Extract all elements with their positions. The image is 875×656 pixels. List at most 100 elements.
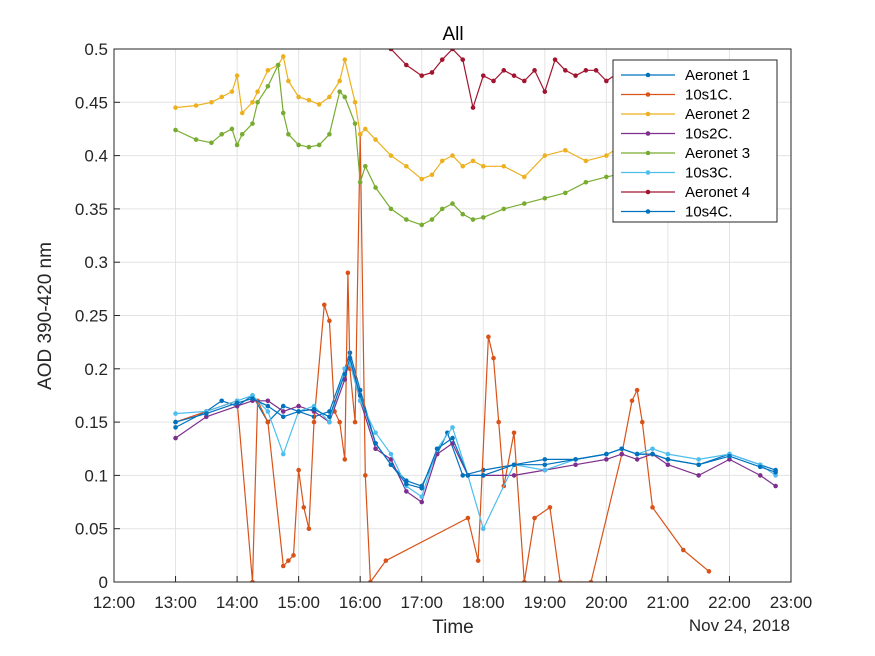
data-point [639,419,645,425]
series-line [175,357,776,489]
data-point [419,485,425,491]
data-point [480,473,486,478]
data-point [439,206,445,212]
data-point [209,140,214,146]
data-point [265,419,271,425]
data-point [373,441,378,446]
data-point [373,137,378,142]
data-point [311,403,317,409]
data-point [439,158,445,164]
legend-label: 10s4C. [685,204,733,221]
y-tick-label: 0.15 [75,413,108,432]
legend-swatch-marker [645,72,651,78]
data-point [337,78,342,84]
data-point [429,217,435,222]
data-point [542,195,548,201]
legend-item: 10s1C. [621,87,733,104]
data-point [265,403,271,409]
data-point [501,206,507,212]
legend-label: 10s2C. [685,126,733,143]
x-axis: 12:00 13:00 14:00 15:00 16:00 17:00 18:00 19:00… [93,576,812,612]
data-point [563,190,568,196]
legend-label: Aeronet 2 [685,106,750,123]
legend-item: 10s2C. [621,126,733,143]
data-point [757,473,763,478]
y-tick-label: 0.2 [84,360,108,379]
data-point [250,121,255,126]
data-point [265,398,271,404]
data-point [486,334,491,340]
data-point [204,411,209,416]
data-point [532,515,537,521]
data-point [604,153,609,158]
legend-label: 10s1C. [685,87,733,104]
data-point [280,563,286,569]
data-point [522,579,527,582]
data-point [357,393,363,398]
data-point [419,499,425,505]
data-point [280,403,286,409]
data-point [342,371,348,377]
data-point [511,473,517,478]
data-point [373,185,378,190]
series-line [175,362,776,530]
data-point [373,430,378,436]
y-tick-label: 0.45 [75,93,108,112]
data-point [306,526,312,531]
data-point [542,457,548,462]
data-point [250,579,255,582]
data-point [465,515,471,521]
data-point [229,126,235,132]
data-point [619,446,625,452]
data-point [239,131,245,137]
data-point [173,105,178,110]
y-tick-label: 0 [99,573,108,592]
legend-item: Aeronet 4 [621,184,750,201]
y-tick-label: 0.1 [84,466,108,485]
data-point [419,494,425,500]
legend-item: Aeronet 2 [621,106,750,123]
data-point [383,558,389,563]
x-tick-label: 16:00 [339,593,382,612]
data-point [342,94,348,100]
x-tick-label: 17:00 [400,593,443,612]
data-point [311,419,317,425]
data-point [173,127,178,133]
data-point [773,469,778,475]
data-point [301,505,307,510]
data-point [173,435,178,441]
data-point [450,153,455,158]
data-point [773,483,778,489]
data-point [665,457,671,462]
data-point [280,414,286,420]
data-point [604,78,609,84]
data-point [404,489,409,494]
data-point [239,110,245,116]
data-point [357,179,363,185]
data-point [419,73,425,78]
series-line [175,357,776,503]
data-point [542,89,548,94]
data-point [542,153,548,158]
data-point [280,110,286,116]
x-tick-label: 22:00 [708,593,751,612]
data-point [470,217,476,222]
data-point [357,131,363,137]
legend-swatch-marker [645,92,651,97]
data-point [475,558,481,563]
data-point [352,121,358,126]
data-point [542,467,548,473]
data-point [665,451,671,457]
data-point [286,131,291,137]
data-point [465,473,471,478]
data-point [296,142,301,148]
data-point [193,103,199,108]
data-point [450,425,455,430]
data-point [327,419,332,425]
data-point [419,222,425,228]
legend-item: Aeronet 3 [621,145,750,162]
data-point [460,473,466,478]
legend-box [612,59,778,223]
legend-label: 10s3C. [685,165,733,182]
data-point [347,355,353,361]
